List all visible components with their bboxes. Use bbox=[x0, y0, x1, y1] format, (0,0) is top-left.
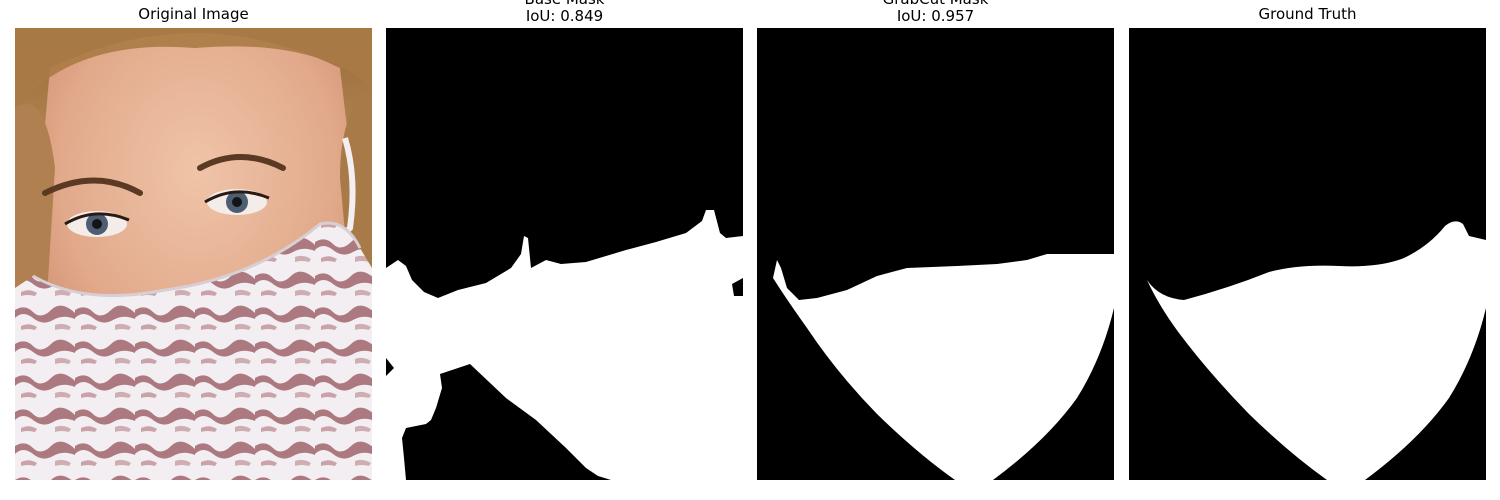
panel-title-line: Original Image bbox=[138, 5, 249, 23]
panel-title-line: Ground Truth bbox=[1258, 5, 1357, 23]
panel-title-line: Base Mask bbox=[386, 0, 743, 8]
original-photo bbox=[15, 28, 372, 480]
panel-title: GrabCut Mask IoU: 0.957 bbox=[757, 0, 1114, 25]
panel-original-image: Original Image bbox=[15, 0, 372, 500]
panel-title: Original Image bbox=[15, 6, 372, 23]
panel-iou-label: IoU: 0.957 bbox=[896, 7, 975, 25]
panel-title: Ground Truth bbox=[1129, 6, 1486, 23]
base-mask-image bbox=[386, 28, 743, 480]
panel-base-mask: Base Mask IoU: 0.849 bbox=[386, 0, 743, 500]
panel-ground-truth: Ground Truth bbox=[1129, 0, 1486, 500]
grabcut-mask-image bbox=[757, 28, 1114, 480]
panel-iou-label: IoU: 0.849 bbox=[525, 7, 604, 25]
panel-grabcut-mask: GrabCut Mask IoU: 0.957 bbox=[757, 0, 1114, 500]
panel-title-line: GrabCut Mask bbox=[757, 0, 1114, 8]
panel-title: Base Mask IoU: 0.849 bbox=[386, 0, 743, 25]
ground-truth-image bbox=[1129, 28, 1486, 480]
